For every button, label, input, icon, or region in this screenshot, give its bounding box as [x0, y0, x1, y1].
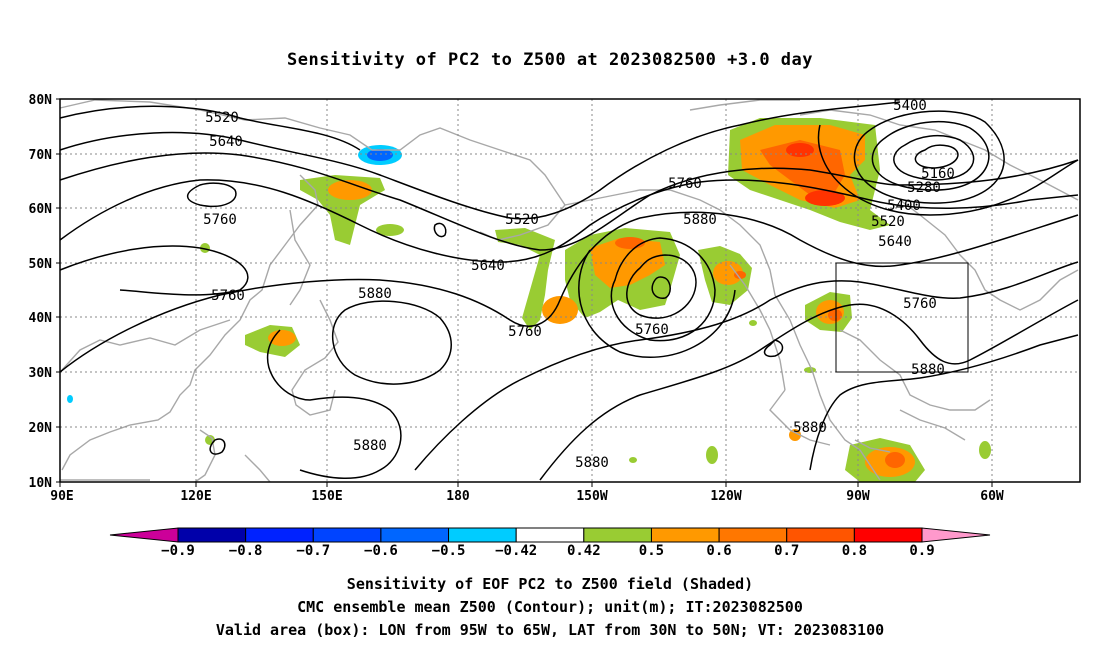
contour-label: 5640 — [878, 234, 912, 250]
lon-label: 90E — [50, 489, 73, 504]
contour-label: 5760 — [211, 288, 245, 304]
caption-line-1: Sensitivity of EOF PC2 to Z500 field (Sh… — [346, 575, 754, 593]
colorbar-segment — [312, 527, 382, 543]
colorbar-segment — [786, 527, 855, 543]
figure-title: Sensitivity of PC2 to Z500 at 2023082500… — [286, 50, 813, 70]
lat-label: 20N — [29, 421, 53, 436]
lon-label: 150E — [311, 489, 342, 504]
lat-label: 60N — [29, 202, 53, 217]
colorbar-low-end — [109, 527, 179, 543]
colorbar-segment — [448, 527, 517, 543]
contour-label: 5520 — [871, 214, 905, 230]
axis-ticks — [56, 98, 993, 487]
contour-label: 5760 — [635, 322, 669, 338]
contour-label: 5160 — [921, 166, 955, 182]
contour-label: 5880 — [683, 212, 717, 228]
contour-labels: 5520 5640 5760 5520 5640 5760 5880 5760 … — [203, 98, 955, 471]
lat-label: 40N — [29, 311, 53, 326]
contour-label: 5880 — [575, 455, 609, 471]
lat-lon-grid — [60, 99, 1080, 482]
lon-label: 90W — [846, 489, 870, 504]
colorbar-segment — [853, 527, 923, 543]
colorbar-segment — [380, 527, 450, 543]
colorbar-segment — [177, 527, 247, 543]
contour-label: 5760 — [508, 324, 542, 340]
lon-label: 120W — [710, 489, 741, 504]
contour-label: 5520 — [205, 110, 239, 126]
contour-label: 5760 — [668, 176, 702, 192]
colorbar-segment — [245, 527, 314, 543]
lon-label: 120E — [180, 489, 211, 504]
colorbar-segment — [718, 527, 788, 543]
contour-label: 5760 — [203, 212, 237, 228]
lon-label: 60W — [980, 489, 1004, 504]
colorbar-tick-label: 0.5 — [638, 543, 665, 559]
colorbar-tick-label: 0.42 — [566, 543, 601, 559]
z500-contours — [59, 101, 1079, 481]
contour-label: 5280 — [907, 180, 941, 196]
colorbar — [109, 527, 991, 543]
lat-label: 10N — [29, 476, 53, 491]
colorbar-tick-label: −0.6 — [364, 543, 398, 559]
lat-label: 30N — [29, 366, 53, 381]
colorbar-high-end — [921, 527, 991, 543]
contour-label: 5760 — [903, 296, 937, 312]
map-frame — [59, 98, 1081, 483]
contour-label: 5880 — [911, 362, 945, 378]
colorbar-tick-label: −0.8 — [228, 543, 263, 559]
longitude-labels: 90E 120E 150E 180 150W 120W 90W 60W — [50, 489, 1004, 504]
contour-label: 5400 — [893, 98, 927, 114]
lat-label: 70N — [29, 148, 53, 163]
colorbar-tick-label: 0.6 — [706, 543, 732, 559]
colorbar-segment — [650, 527, 720, 543]
colorbar-tick-label: −0.42 — [495, 543, 538, 559]
contour-label: 5640 — [209, 134, 243, 150]
lon-label: 150W — [576, 489, 607, 504]
caption-line-2: CMC ensemble mean Z500 (Contour); unit(m… — [297, 598, 803, 616]
colorbar-tick-label: −0.7 — [296, 543, 331, 559]
colorbar-tick-label: −0.9 — [161, 543, 195, 559]
colorbar-tick-label: 0.9 — [909, 543, 935, 559]
colorbar-tick-label: 0.8 — [841, 543, 868, 559]
contour-label: 5400 — [887, 198, 921, 214]
lat-label: 80N — [29, 93, 53, 108]
colorbar-tick-label: −0.5 — [431, 543, 466, 559]
contour-label: 5520 — [505, 212, 539, 228]
lon-label: 180 — [446, 489, 470, 504]
valid-area-box — [835, 262, 969, 373]
colorbar-tick-label: 0.7 — [774, 543, 800, 559]
contour-label: 5640 — [471, 258, 505, 274]
contour-label: 5880 — [358, 286, 392, 302]
colorbar-segment — [583, 527, 652, 543]
lat-label: 50N — [29, 257, 53, 272]
latitude-labels: 80N 70N 60N 50N 40N 30N 20N 10N — [29, 93, 53, 491]
contour-label: 5880 — [353, 438, 387, 454]
caption-line-3: Valid area (box): LON from 95W to 65W, L… — [215, 621, 885, 639]
colorbar-segment — [515, 527, 585, 543]
contour-label: 5880 — [793, 420, 827, 436]
